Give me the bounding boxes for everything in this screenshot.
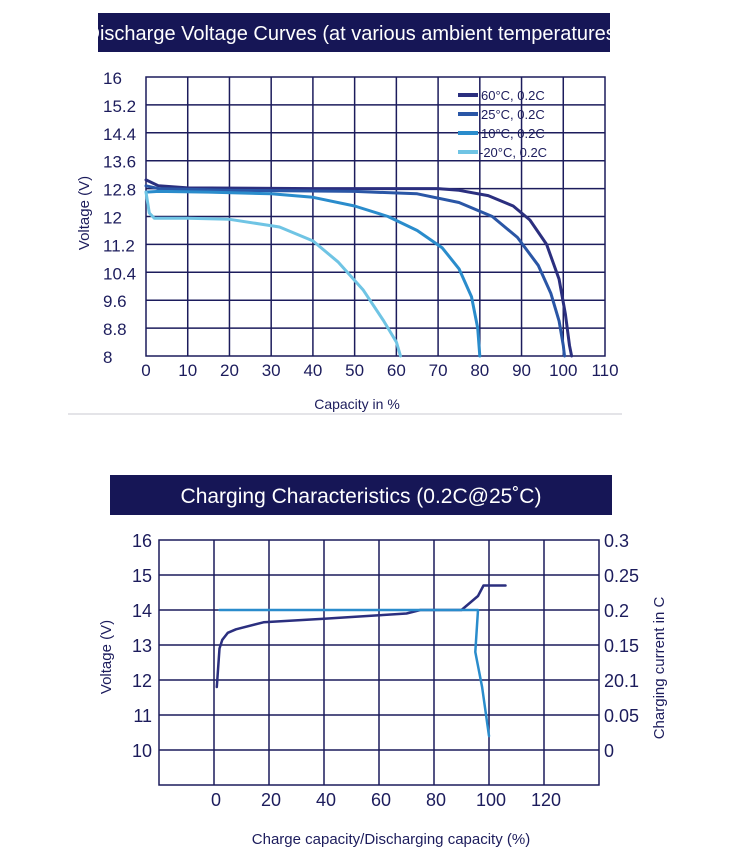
charging-series (215, 584, 507, 738)
discharge-x-tick-label: 70 (429, 361, 448, 380)
discharge-x-tick-label: 110 (591, 361, 618, 380)
discharge-y-tick-label: 11.2 (103, 236, 135, 255)
discharge-x-ticks: 0 10 20 30 40 50 60 70 80 90 100 110 (141, 361, 618, 380)
discharge-x-tick-label: 60 (387, 361, 406, 380)
charging-title: Charging Characteristics (0.2C@25˚C) (181, 485, 542, 508)
discharge-y-tick-label: 10.4 (103, 264, 136, 283)
charging-grid (158, 539, 600, 786)
discharge-chart: Discharge Voltage Curves (at various amb… (68, 13, 623, 415)
discharge-y-tick-label: 13.6 (103, 153, 136, 172)
discharge-y-tick-label: 12.8 (103, 181, 136, 200)
charging-y2-tick-label: 0.3 (604, 531, 629, 551)
charging-y2-label: Charging current in C (651, 597, 668, 740)
charging-y-tick-label: 14 (132, 601, 152, 621)
charging-series-line-0 (215, 584, 507, 689)
discharge-x-tick-label: 30 (262, 361, 281, 380)
discharge-x-label: Capacity in % (314, 396, 400, 412)
discharge-y-tick-label: 8.8 (103, 320, 127, 339)
discharge-series-line-1 (144, 184, 566, 358)
legend-label-25c: 25°C, 0.2C (481, 107, 545, 122)
charging-y-tick-label: 15 (132, 566, 152, 586)
legend-label-10c: 10°C, 0.2C (481, 126, 545, 141)
charging-y-label: Voltage (V) (98, 620, 115, 694)
charging-x-tick-label: 60 (371, 790, 391, 810)
charging-x-tick-label: 80 (426, 790, 446, 810)
discharge-y-tick-label: 12 (103, 209, 122, 228)
legend-label-60c: 60°C, 0.2C (481, 88, 545, 103)
charging-y-tick-label: 13 (132, 636, 152, 656)
discharge-x-tick-label: 80 (470, 361, 489, 380)
charging-y2-tick-label: 0.25 (604, 566, 639, 586)
discharge-x-tick-label: 40 (303, 361, 322, 380)
charging-y-tick-label: 10 (132, 741, 152, 761)
discharge-x-tick-label: 90 (512, 361, 531, 380)
charging-y-tick-label: 16 (132, 531, 152, 551)
charging-x-tick-label: 100 (476, 790, 506, 810)
discharge-x-tick-label: 100 (549, 361, 577, 380)
discharge-grid (145, 76, 606, 357)
discharge-series-line-3 (144, 190, 402, 358)
charging-y2-tick-label: 20.1 (604, 671, 639, 691)
discharge-x-tick-label: 50 (345, 361, 364, 380)
discharge-series (144, 178, 574, 358)
charging-y-tick-label: 12 (132, 671, 152, 691)
discharge-x-tick-label: 20 (220, 361, 239, 380)
charging-y-ticks: 16 15 14 13 12 11 10 (132, 531, 152, 761)
charging-title-bar (110, 475, 612, 515)
discharge-y-ticks: 16 15.2 14.4 13.6 12.8 12 11.2 10.4 9.6 8.8 8 (103, 69, 136, 367)
charging-series-line-1 (218, 608, 491, 738)
discharge-y-tick-label: 9.6 (103, 292, 127, 311)
discharge-y-tick-label: 15.2 (103, 97, 136, 116)
charging-y2-tick-label: 0 (604, 741, 614, 761)
charging-x-tick-label: 40 (316, 790, 336, 810)
charging-y-tick-label: 11 (133, 706, 152, 726)
discharge-title: Discharge Voltage Curves (at various amb… (86, 23, 623, 45)
discharge-x-tick-label: 0 (141, 361, 150, 380)
discharge-series-line-2 (144, 189, 482, 358)
charging-x-ticks: 0 20 40 60 80 100 120 (211, 790, 561, 810)
discharge-y-tick-label: 16 (103, 69, 122, 88)
discharge-x-tick-label: 10 (178, 361, 197, 380)
charging-y2-tick-label: 0.15 (604, 636, 639, 656)
charging-x-tick-label: 20 (261, 790, 281, 810)
discharge-y-tick-label: 14.4 (103, 125, 136, 144)
discharge-y-label: Voltage (V) (76, 176, 93, 250)
discharge-series-line-0 (144, 178, 574, 358)
charging-x-tick-label: 120 (531, 790, 561, 810)
discharge-title-bar (98, 13, 610, 52)
discharge-y-tick-label: 8 (103, 348, 112, 367)
charging-chart: Charging Characteristics (0.2C@25˚C) 161… (98, 475, 668, 848)
discharge-legend: 60°C, 0.2C 25°C, 0.2C 10°C, 0.2C -20°C, … (458, 88, 547, 160)
charging-y2-tick-label: 0.05 (604, 706, 639, 726)
charging-y2-tick-label: 0.2 (604, 601, 629, 621)
charging-x-label: Charge capacity/Discharging capacity (%) (252, 831, 530, 848)
charging-x-tick-label: 0 (211, 790, 221, 810)
charging-y2-ticks: 0.3 0.25 0.2 0.15 20.1 0.05 0 (604, 531, 639, 761)
legend-label-minus20c: -20°C, 0.2C (479, 145, 547, 160)
